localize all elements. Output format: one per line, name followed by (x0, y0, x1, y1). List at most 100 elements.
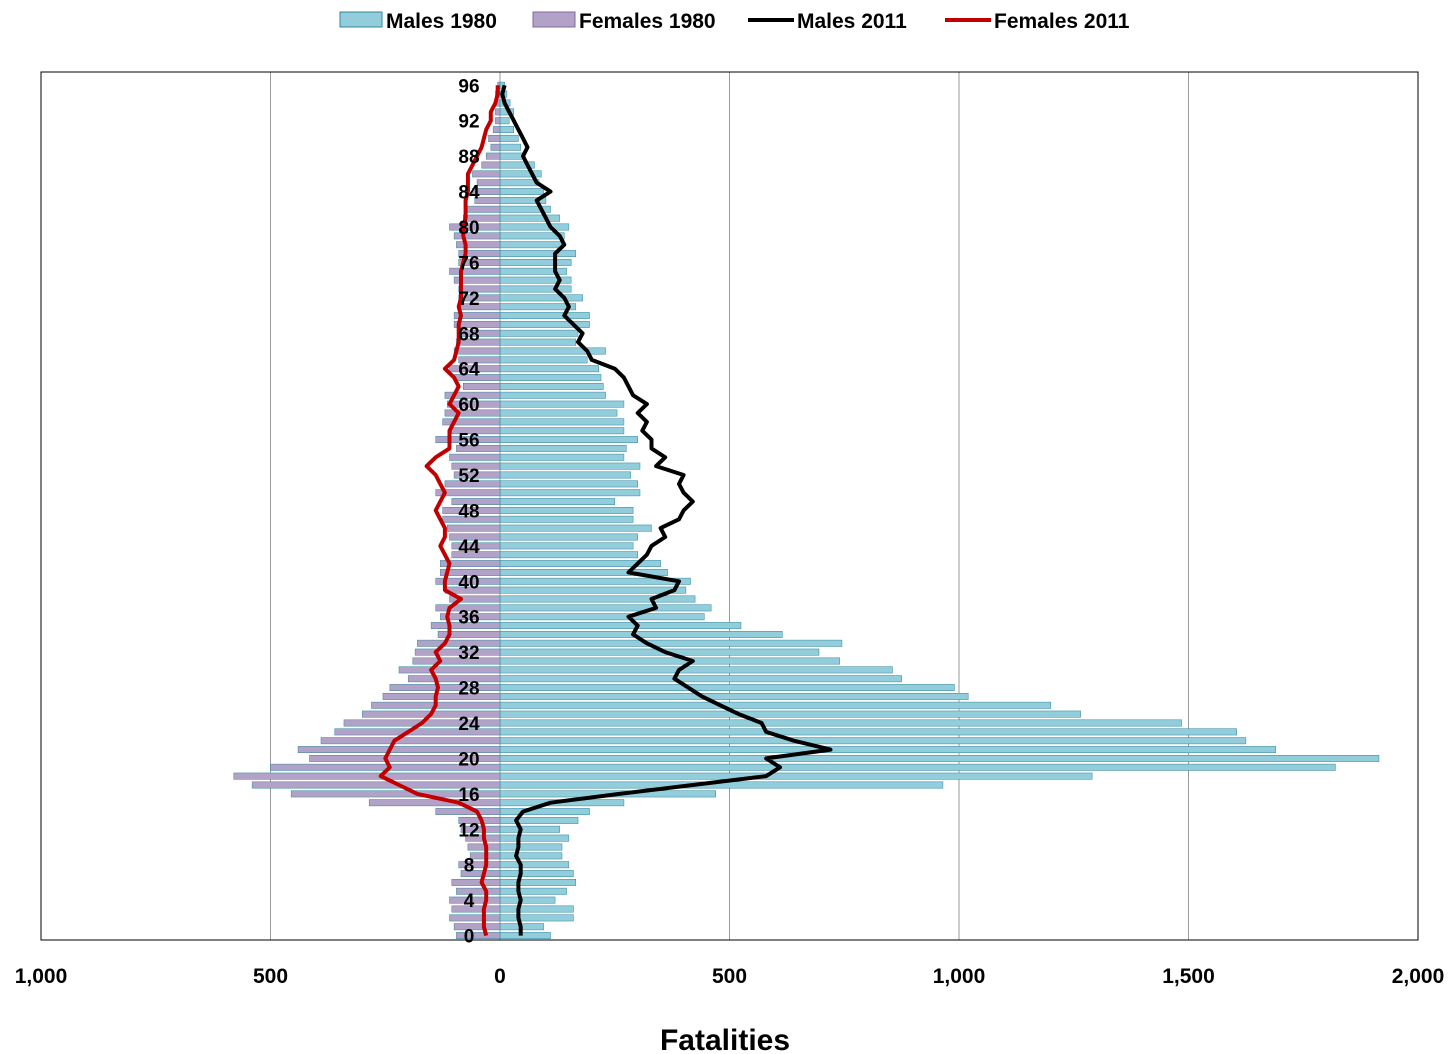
bar-males-1980-age-62 (499, 382, 604, 390)
bar-males-1980-age-43 (499, 551, 638, 559)
bar-males-1980-age-25 (499, 710, 1081, 718)
bar-males-1980-age-20 (499, 754, 1380, 762)
bar-males-1980-age-78 (499, 241, 563, 249)
bar-males-1980-age-71 (499, 303, 576, 311)
legend-label: Males 2011 (797, 10, 907, 33)
bar-males-1980-age-51 (499, 480, 638, 488)
bar-males-1980-age-54 (499, 453, 625, 461)
legend-item-females-2011: Females 2011 (945, 10, 1130, 33)
x-tick-label: 1,000 (933, 965, 986, 988)
bar-males-1980-age-35 (499, 622, 742, 630)
bar-females-1980-age-38 (449, 595, 501, 603)
legend-item-males-2011: Males 2011 (748, 10, 907, 33)
bar-females-1980-age-57 (451, 427, 501, 435)
bar-males-1980-age-14 (499, 808, 590, 816)
bar-males-1980-age-29 (499, 675, 902, 683)
legend: Males 1980 Females 1980 Males 2011 Females … (339, 10, 1130, 33)
y-tick-label: 4 (464, 891, 475, 912)
bar-males-1980-age-44 (499, 542, 634, 550)
y-tick-label: 80 (458, 218, 479, 239)
bar-males-1980-age-7 (499, 870, 574, 878)
y-tick-label: 96 (458, 76, 479, 97)
y-tick-label: 84 (458, 183, 480, 204)
bar-females-1980-age-75 (449, 267, 501, 275)
bar-females-1980-age-84 (472, 188, 501, 196)
bar-females-1980-age-53 (451, 462, 501, 470)
bar-females-1980-age-44 (451, 542, 501, 550)
y-tick-label: 28 (458, 679, 479, 700)
bar-females-1980-age-90 (488, 134, 501, 142)
y-tick-label: 24 (458, 714, 480, 735)
bar-females-1980-age-73 (458, 285, 501, 293)
bar-females-1980-age-1 (453, 923, 501, 931)
bar-females-1980-age-33 (417, 639, 501, 647)
y-tick-label: 44 (458, 537, 480, 558)
bar-females-1980-age-50 (435, 489, 501, 497)
legend-swatch (532, 11, 576, 28)
bar-males-1980-age-49 (499, 498, 615, 506)
bar-females-1980-age-4 (449, 896, 501, 904)
bar-males-1980-age-92 (499, 117, 510, 125)
bar-males-1980-age-12 (499, 825, 560, 833)
bar-females-1980-age-32 (414, 648, 501, 656)
bar-males-1980-age-11 (499, 834, 570, 842)
bar-females-1980-age-22 (320, 737, 501, 745)
bar-females-1980-age-65 (458, 356, 501, 364)
gridlines (270, 72, 1189, 940)
y-tick-label: 68 (458, 324, 479, 345)
bar-males-1980-age-8 (499, 861, 570, 869)
bar-males-1980-age-31 (499, 657, 840, 665)
bar-females-1980-age-61 (444, 391, 501, 399)
bar-males-1980-age-53 (499, 462, 641, 470)
bar-males-1980-age-10 (499, 843, 563, 851)
bar-males-1980-age-50 (499, 489, 641, 497)
bar-females-1980-age-31 (412, 657, 501, 665)
bar-females-1980-age-77 (458, 250, 501, 258)
bar-females-1980-age-15 (368, 799, 501, 807)
bar-females-1980-age-93 (495, 108, 501, 116)
bar-females-1980-age-45 (449, 533, 501, 541)
bar-females-1980-age-87 (481, 161, 501, 169)
bar-males-1980-age-91 (499, 126, 515, 134)
bar-females-1980-age-2 (449, 914, 501, 922)
bar-females-1980-age-21 (297, 746, 501, 754)
bar-females-1980-age-46 (446, 524, 501, 532)
bar-females-1980-age-58 (442, 418, 501, 426)
x-tick-labels: 1,000 500 0 500 1,000 1,500 2,000 (15, 965, 1445, 988)
bar-males-1980-age-58 (499, 418, 625, 426)
bars (233, 81, 1380, 940)
bar-males-1980-age-52 (499, 471, 632, 479)
bar-males-1980-age-85 (499, 179, 540, 187)
bar-females-1980-age-82 (465, 205, 501, 213)
bar-males-1980-age-84 (499, 188, 544, 196)
bar-females-1980-age-62 (463, 382, 501, 390)
bar-females-1980-age-41 (440, 568, 501, 576)
bar-females-1980-age-17 (251, 781, 501, 789)
x-axis-title: Fatalities (660, 1024, 790, 1054)
bar-females-1980-age-27 (382, 692, 501, 700)
legend-item-females-1980: Females 1980 (532, 10, 716, 33)
bar-females-1980-age-66 (453, 347, 501, 355)
x-tick-label: 1,500 (1162, 965, 1215, 988)
y-tick-label: 64 (458, 360, 480, 381)
line-females-2011 (378, 85, 500, 937)
bar-females-1980-age-85 (476, 179, 501, 187)
legend-label: Males 1980 (386, 10, 497, 33)
y-tick-label: 48 (458, 501, 479, 522)
legend-swatch (339, 11, 383, 28)
bar-females-1980-age-92 (495, 117, 501, 125)
bar-females-1980-age-43 (451, 551, 501, 559)
bar-females-1980-age-86 (472, 170, 501, 178)
bar-males-1980-age-22 (499, 737, 1247, 745)
bar-males-1980-age-5 (499, 887, 567, 895)
bar-males-1980-age-55 (499, 444, 627, 452)
bar-males-1980-age-59 (499, 409, 618, 417)
bar-females-1980-age-72 (458, 294, 501, 302)
bar-males-1980-age-77 (499, 250, 576, 258)
bar-males-1980-age-30 (499, 666, 893, 674)
y-tick-label: 0 (464, 927, 475, 948)
bar-females-1980-age-59 (444, 409, 501, 417)
bar-females-1980-age-60 (446, 400, 501, 408)
bar-males-1980-age-64 (499, 365, 599, 373)
bar-males-1980-age-57 (499, 427, 625, 435)
